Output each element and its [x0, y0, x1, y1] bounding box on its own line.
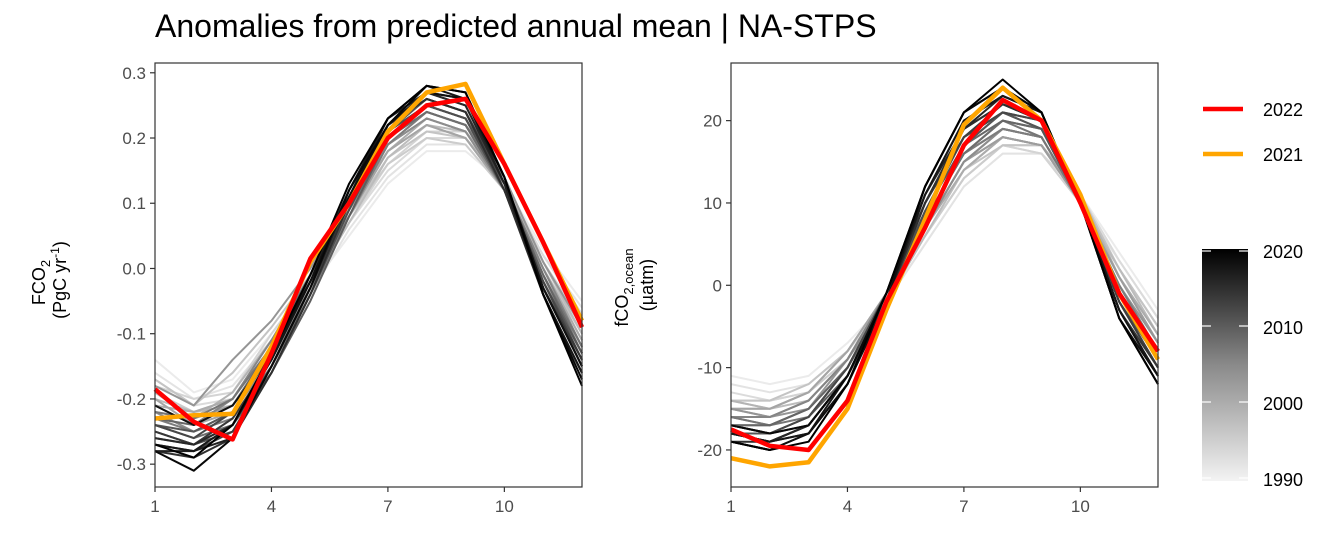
left-ylabel: FCO2 (PgC yr-1) — [29, 241, 70, 319]
y-tick-label: -0.2 — [117, 390, 146, 409]
series-lines — [153, 81, 585, 472]
x-tick-label: 1 — [150, 497, 159, 516]
y-tick-label: 0.1 — [122, 194, 146, 213]
right-ylabel: fCO2,ocean (µatm) — [612, 243, 657, 326]
y-tick-label: 10 — [703, 194, 722, 213]
x-tick-label: 1 — [726, 497, 735, 516]
chart-title: Anomalies from predicted annual mean | N… — [155, 8, 877, 44]
series-line-2019 — [730, 86, 1159, 435]
colorbar: 2020 2010 2000 1990 — [1202, 242, 1303, 490]
x-tick-label: 7 — [959, 497, 968, 516]
series-line-2021 — [730, 85, 1160, 469]
colorbar-tick-2000: 2000 — [1263, 394, 1303, 414]
series-line-2022 — [153, 96, 585, 442]
x-tick-label: 10 — [1071, 497, 1090, 516]
panel-border — [730, 62, 1159, 488]
series-line-2013 — [154, 91, 583, 446]
colorbar-tick-2010: 2010 — [1263, 318, 1303, 338]
y-tick-label: 20 — [703, 112, 722, 131]
y-tick-label: 0.3 — [122, 64, 146, 83]
legend-label-2022: 2022 — [1263, 100, 1303, 120]
y-tick-label: 0.0 — [122, 259, 146, 278]
x-tick-label: 7 — [383, 497, 392, 516]
colorbar-tick-1990: 1990 — [1263, 470, 1303, 490]
legend-label-2021: 2021 — [1263, 145, 1303, 165]
series-line-2016 — [155, 91, 583, 453]
series-line-2017 — [154, 84, 583, 453]
series-line-2012 — [730, 103, 1159, 443]
x-tick-label: 4 — [843, 497, 852, 516]
series-line-2009 — [154, 97, 583, 433]
y-tick-label: 0.2 — [122, 129, 146, 148]
legend: 2022 2021 — [1203, 100, 1303, 165]
series-lines — [730, 78, 1160, 469]
series-line-2013 — [730, 103, 1159, 443]
series-line-2021 — [154, 81, 585, 421]
colorbar-tick-2020: 2020 — [1263, 242, 1303, 262]
y-tick-label: 0 — [713, 276, 722, 295]
y-tick-label: -20 — [697, 441, 722, 460]
y-tick-label: -0.1 — [117, 325, 146, 344]
colorbar-gradient — [1202, 249, 1248, 481]
panel-border — [154, 62, 583, 488]
y-tick-label: -10 — [697, 359, 722, 378]
series-line-2022 — [730, 97, 1160, 453]
x-tick-label: 4 — [267, 497, 276, 516]
series-line-2014 — [731, 103, 1159, 443]
y-tick-label: -0.3 — [117, 455, 146, 474]
series-line-2020 — [154, 84, 583, 459]
left-panel: 0.3 0.2 0.1 0.0 -0.1 -0.2 -0.3 1 4 7 10 — [117, 62, 585, 516]
right-panel: 20 10 0 -10 -20 1 4 7 10 — [697, 62, 1160, 516]
x-tick-label: 10 — [495, 497, 514, 516]
series-line-2015 — [154, 91, 583, 446]
